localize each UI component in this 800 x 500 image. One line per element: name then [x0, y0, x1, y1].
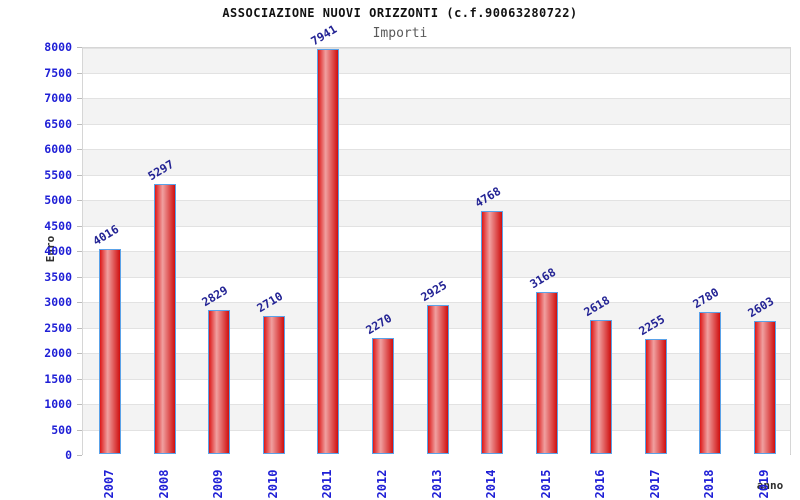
y-tick-mark [77, 123, 82, 125]
bar [262, 315, 285, 454]
y-tick-label: 6500 [44, 116, 72, 131]
y-tick-label: 2500 [44, 320, 72, 335]
plot-band [83, 124, 790, 150]
y-tick-mark [77, 174, 82, 176]
bar [535, 292, 558, 454]
bar [644, 339, 667, 454]
chart-title: ASSOCIAZIONE NUOVI ORIZZONTI (c.f.900632… [222, 6, 578, 20]
y-tick-label: 5500 [44, 167, 72, 182]
bar [99, 249, 122, 454]
bar [481, 210, 504, 454]
bar [208, 309, 231, 454]
gridline [83, 149, 790, 150]
bar [153, 183, 176, 454]
x-tick-label: 2017 [647, 469, 662, 499]
x-tick-label: 2009 [211, 469, 226, 499]
y-tick-mark [77, 276, 82, 278]
bar [317, 49, 340, 454]
bar [590, 320, 613, 454]
x-axis-title: anno [756, 479, 784, 492]
y-tick-label: 8000 [44, 40, 72, 54]
bar [426, 304, 449, 454]
plot-band [83, 201, 790, 227]
y-tick-label: 4000 [44, 244, 72, 258]
plot-band [83, 277, 790, 303]
y-tick-label: 3000 [44, 295, 72, 309]
x-tick-label: 2011 [320, 469, 335, 499]
plot-band [83, 48, 790, 74]
gridline [83, 200, 790, 201]
x-tick-label: 2013 [429, 469, 444, 499]
plot-band [83, 252, 790, 278]
bar [753, 321, 776, 454]
y-tick-label: 1500 [44, 371, 72, 386]
gridline [83, 98, 790, 99]
y-tick-mark [77, 225, 82, 227]
y-tick-mark [77, 327, 82, 329]
y-tick-label: 2000 [44, 346, 72, 360]
gridline [83, 302, 790, 303]
y-tick-mark [77, 302, 82, 303]
x-tick-label: 2018 [702, 469, 717, 499]
x-tick-label: 2015 [538, 469, 553, 499]
y-tick-mark [77, 429, 82, 431]
y-tick-label: 7500 [44, 65, 72, 80]
plot-band [83, 226, 790, 252]
y-tick-label: 0 [65, 448, 72, 462]
y-tick-mark [77, 251, 82, 252]
y-tick-mark [77, 47, 82, 48]
x-tick-label: 2016 [593, 469, 608, 499]
y-tick-label: 3500 [44, 269, 72, 284]
y-tick-mark [77, 455, 82, 456]
gridline [83, 48, 790, 49]
y-tick-mark [77, 353, 82, 354]
y-tick-label: 1000 [44, 397, 72, 411]
plot-band [83, 150, 790, 176]
y-tick-mark [77, 378, 82, 380]
plot-band [83, 99, 790, 125]
y-tick-mark [77, 200, 82, 201]
bar [699, 312, 722, 454]
x-tick-label: 2012 [374, 469, 389, 499]
gridline [83, 225, 790, 227]
x-tick-label: 2014 [484, 469, 499, 499]
gridline [83, 123, 790, 125]
y-tick-mark [77, 149, 82, 150]
y-tick-mark [77, 72, 82, 74]
y-tick-label: 500 [51, 422, 72, 437]
gridline [83, 72, 790, 74]
plot-band [83, 175, 790, 201]
plot-area: 4016 5297 2829 2710 7941 2270 2925 4768 3168 2618… [82, 22, 791, 456]
chart-subtitle: Importi [372, 26, 428, 41]
y-tick-label: 7000 [44, 91, 72, 105]
gridline [83, 251, 790, 252]
y-tick-label: 4500 [44, 218, 72, 233]
x-tick-label: 2010 [265, 469, 280, 499]
x-tick-label: 2007 [102, 469, 117, 499]
y-tick-mark [77, 98, 82, 99]
plot-band [83, 73, 790, 99]
gridline [83, 276, 790, 278]
y-tick-mark [77, 404, 82, 405]
x-tick-label: 2019 [756, 469, 771, 499]
x-tick-label: 2008 [156, 469, 171, 499]
gridline [83, 174, 790, 176]
bar [371, 338, 394, 454]
y-tick-label: 6000 [44, 142, 72, 156]
y-tick-label: 5000 [44, 193, 72, 207]
